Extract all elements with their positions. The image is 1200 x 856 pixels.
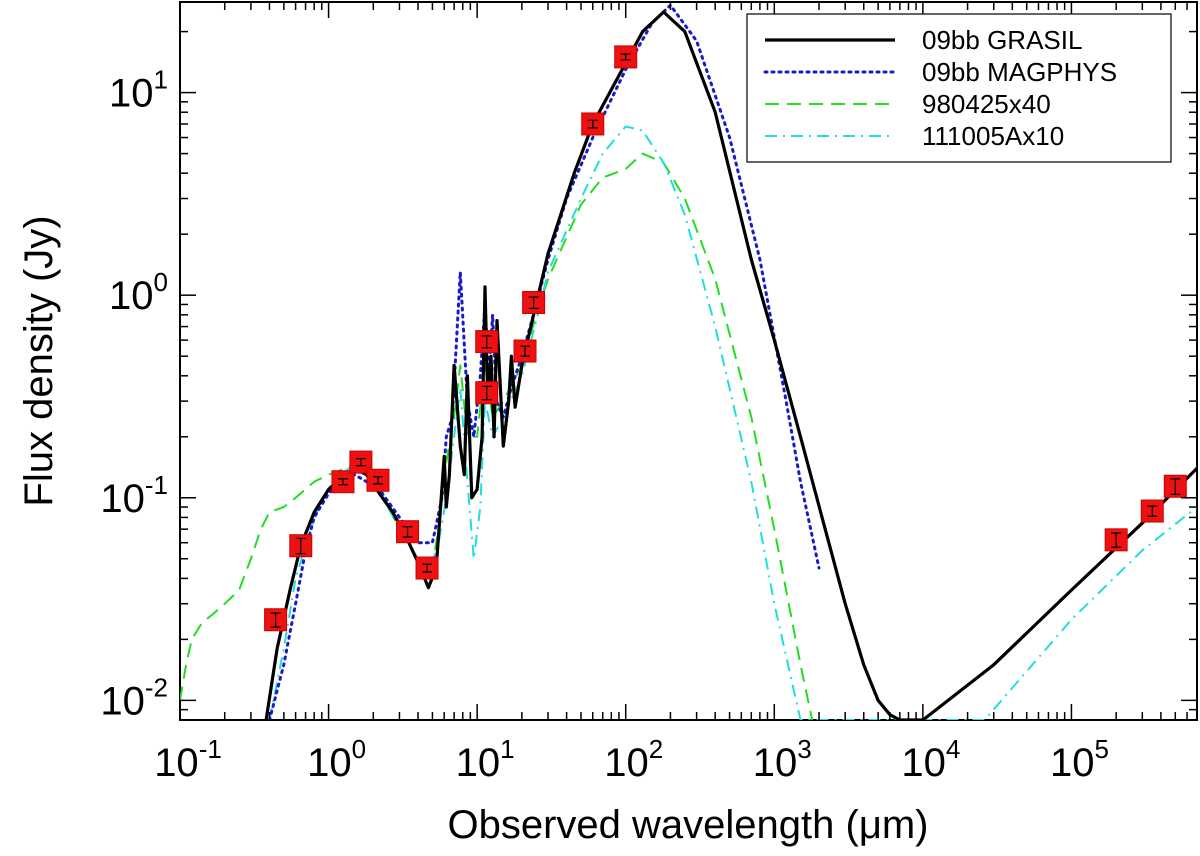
- tick-exponent: 4: [946, 734, 960, 764]
- plot-area: [179, 1, 1198, 721]
- series-line-09bb-magphys: [268, 3, 821, 720]
- x-tick-label: 10-1: [154, 734, 222, 785]
- tick-base: 10: [100, 679, 145, 723]
- tick-exponent: -1: [199, 734, 222, 764]
- legend-label: 09bb MAGPHYS: [922, 57, 1117, 87]
- tick-base: 10: [753, 741, 798, 785]
- tick-base: 10: [100, 477, 145, 521]
- tick-base: 10: [154, 741, 199, 785]
- x-tick-label: 105: [1050, 734, 1109, 785]
- y-axis-title: Flux density (Jy): [17, 215, 61, 506]
- x-tick-label: 101: [456, 734, 515, 785]
- x-axis-title: Observed wavelength (μm): [447, 803, 928, 847]
- tick-base: 10: [901, 741, 946, 785]
- tick-base: 10: [109, 274, 154, 318]
- tick-base: 10: [307, 741, 352, 785]
- legend-label: 111005Ax10: [922, 121, 1064, 151]
- series-line-980425x40: [180, 152, 814, 720]
- tick-exponent: -2: [145, 672, 168, 702]
- tick-exponent: 1: [500, 734, 514, 764]
- x-tick-label: 102: [604, 734, 663, 785]
- tick-base: 10: [109, 72, 154, 116]
- tick-exponent: -1: [145, 470, 168, 500]
- legend-label: 09bb GRASIL: [922, 25, 1082, 55]
- series-line-111005ax10: [268, 125, 1197, 720]
- tick-base: 10: [604, 741, 649, 785]
- y-tick-label: 100: [109, 267, 168, 318]
- x-tick-label: 103: [753, 734, 812, 785]
- data-points-layer: [264, 45, 1187, 632]
- x-tick-label: 104: [901, 734, 960, 785]
- tick-base: 10: [1050, 741, 1095, 785]
- tick-exponent: 0: [154, 267, 168, 297]
- tick-base: 10: [456, 741, 501, 785]
- tick-exponent: 1: [154, 65, 168, 95]
- tick-exponent: 3: [797, 734, 811, 764]
- series-line-09bb-grasil: [264, 10, 1197, 720]
- y-tick-label: 10-1: [100, 470, 168, 521]
- tick-exponent: 0: [352, 734, 366, 764]
- tick-exponent: 2: [649, 734, 663, 764]
- y-tick-label: 10-2: [100, 672, 168, 723]
- tick-exponent: 5: [1094, 734, 1108, 764]
- y-tick-label: 101: [109, 65, 168, 116]
- plot-frame: [179, 1, 1198, 721]
- x-tick-label: 100: [307, 734, 366, 785]
- legend-label: 980425x40: [922, 89, 1051, 119]
- axis-ticks: [179, 2, 1198, 721]
